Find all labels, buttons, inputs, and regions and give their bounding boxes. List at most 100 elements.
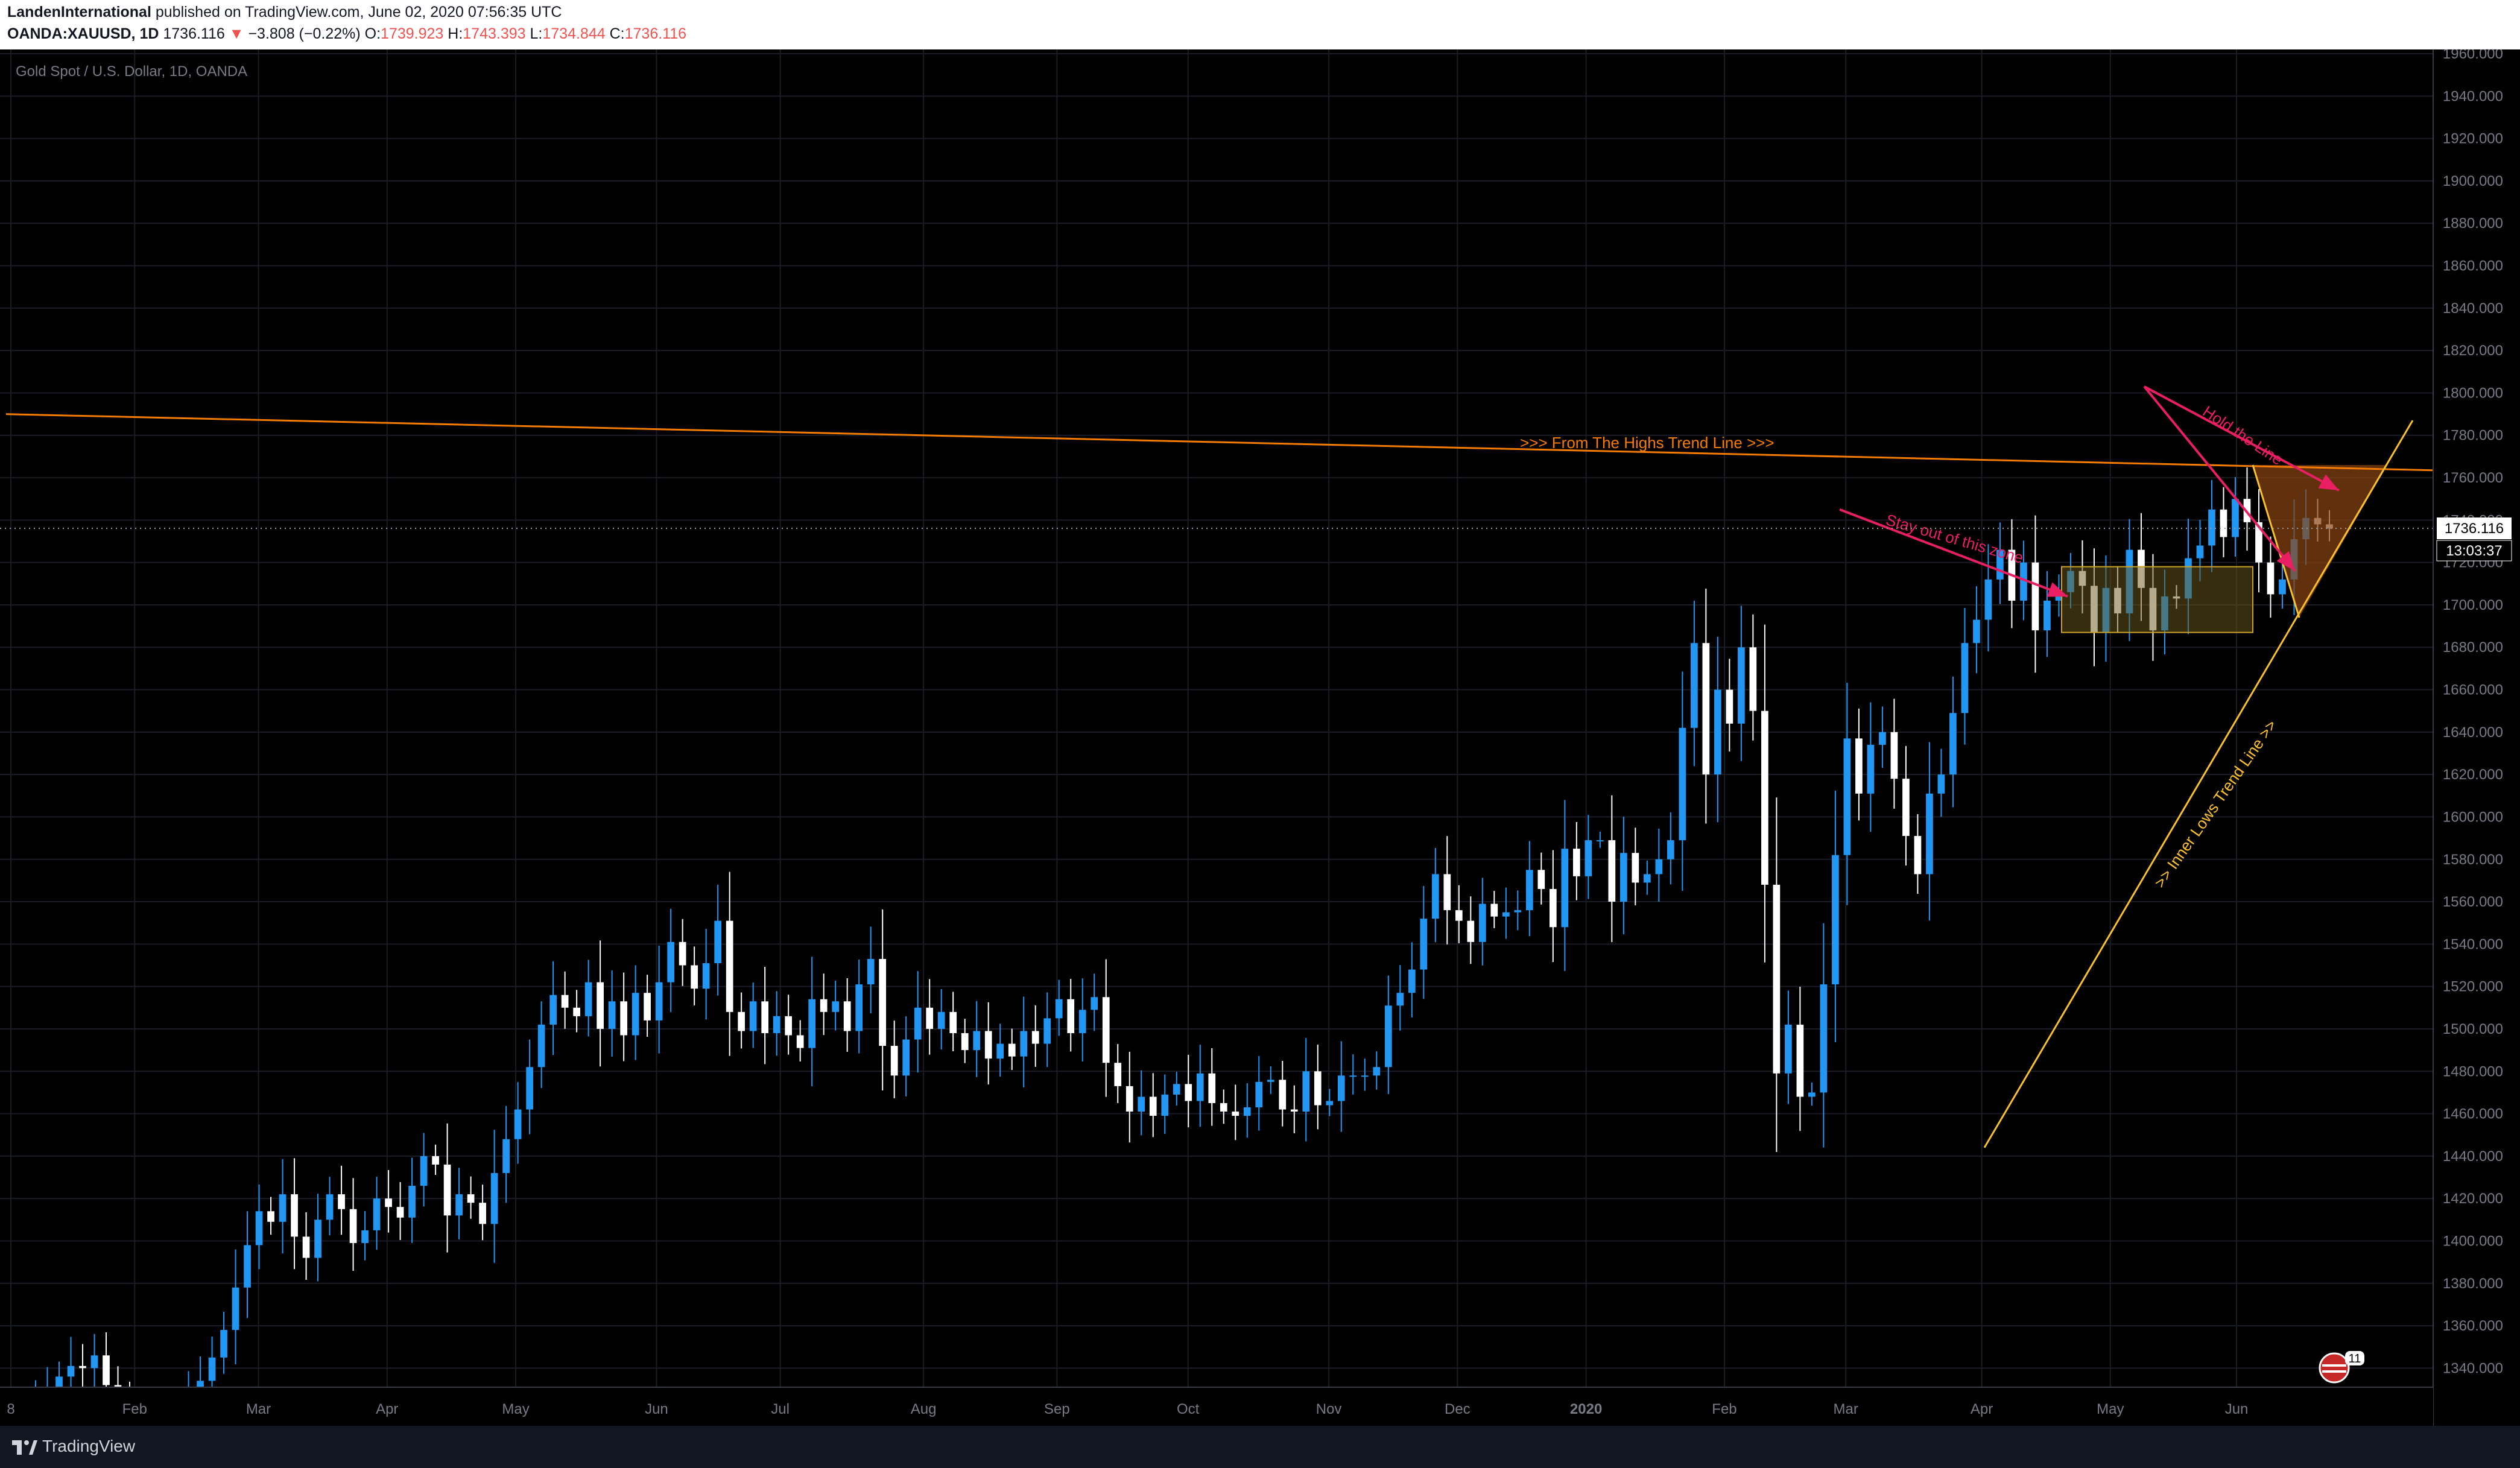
candle-body[interactable] <box>1855 738 1863 794</box>
candle-body[interactable] <box>937 1011 945 1029</box>
candle-body[interactable] <box>279 1194 287 1222</box>
candle-body[interactable] <box>1232 1112 1239 1116</box>
candle-body[interactable] <box>1879 732 1886 745</box>
candle-body[interactable] <box>537 1024 545 1068</box>
candle-body[interactable] <box>1808 1092 1816 1097</box>
candle-body[interactable] <box>1420 919 1428 970</box>
candle-body[interactable] <box>597 982 604 1029</box>
candle-body[interactable] <box>232 1287 239 1330</box>
candle-body[interactable] <box>1326 1101 1334 1106</box>
candle-body[interactable] <box>2220 509 2227 537</box>
candle-body[interactable] <box>1138 1096 1145 1112</box>
candle-body[interactable] <box>973 1031 981 1051</box>
candle-body[interactable] <box>632 993 639 1036</box>
candle-body[interactable] <box>1243 1107 1251 1116</box>
footer-brand[interactable]: TradingView <box>42 1437 136 1455</box>
candle-body[interactable] <box>2196 545 2204 558</box>
candle-body[interactable] <box>926 1007 934 1029</box>
candle-body[interactable] <box>1937 774 1945 794</box>
candle-body[interactable] <box>1031 1031 1039 1044</box>
candle-body[interactable] <box>914 1007 922 1040</box>
candle-body[interactable] <box>1502 912 1510 917</box>
candle-body[interactable] <box>573 1007 580 1016</box>
candle-body[interactable] <box>749 1001 757 1031</box>
candle-body[interactable] <box>1349 1075 1357 1077</box>
candle-body[interactable] <box>2279 579 2286 595</box>
candle-body[interactable] <box>291 1194 298 1237</box>
candle-body[interactable] <box>244 1245 251 1288</box>
candle-body[interactable] <box>1114 1063 1122 1086</box>
candle-body[interactable] <box>1820 984 1828 1093</box>
candle-body[interactable] <box>1667 840 1674 859</box>
candle-body[interactable] <box>514 1109 522 1139</box>
candle-body[interactable] <box>1984 579 1992 620</box>
candle-body[interactable] <box>1867 744 1875 794</box>
candle-body[interactable] <box>420 1156 428 1186</box>
candle-body[interactable] <box>1608 840 1616 902</box>
candle-body[interactable] <box>1196 1073 1204 1101</box>
candle-body[interactable] <box>785 1016 793 1036</box>
candle-body[interactable] <box>79 1365 86 1368</box>
candle-body[interactable] <box>1220 1103 1227 1112</box>
candle-body[interactable] <box>2020 562 2027 601</box>
candle-body[interactable] <box>526 1067 533 1110</box>
candle-body[interactable] <box>1408 969 1416 993</box>
wedge-left-edge[interactable] <box>2252 464 2300 618</box>
candle-body[interactable] <box>1890 732 1898 779</box>
candle-body[interactable] <box>1761 710 1768 885</box>
stay-out-arrow[interactable] <box>1839 508 2068 598</box>
candle-body[interactable] <box>2267 562 2275 595</box>
candle-body[interactable] <box>1443 874 1451 911</box>
candle-body[interactable] <box>843 1001 851 1031</box>
candle-body[interactable] <box>255 1211 263 1245</box>
candle-body[interactable] <box>1702 643 1710 775</box>
candle-body[interactable] <box>1691 643 1698 728</box>
drawings-layer[interactable]: >>> From The Highs Trend Line >>> >> Inn… <box>5 385 2434 1148</box>
candle-body[interactable] <box>338 1194 345 1209</box>
candle-series[interactable] <box>8 467 2333 1426</box>
candle-body[interactable] <box>314 1220 321 1258</box>
candle-body[interactable] <box>1572 849 1580 876</box>
candle-body[interactable] <box>1255 1081 1263 1108</box>
candle-body[interactable] <box>385 1198 392 1207</box>
candle-body[interactable] <box>467 1194 475 1203</box>
candle-body[interactable] <box>1455 910 1463 921</box>
candle-body[interactable] <box>90 1355 98 1368</box>
candle-body[interactable] <box>702 963 710 989</box>
candle-body[interactable] <box>502 1139 510 1173</box>
candle-body[interactable] <box>620 1001 627 1036</box>
candle-body[interactable] <box>1290 1109 1298 1112</box>
candle-body[interactable] <box>1008 1043 1016 1057</box>
candle-body[interactable] <box>1279 1080 1287 1110</box>
candle-body[interactable] <box>349 1209 357 1243</box>
candlestick-chart[interactable]: >>> From The Highs Trend Line >>> >> Inn… <box>0 49 2520 1426</box>
candle-body[interactable] <box>761 1001 769 1033</box>
candle-body[interactable] <box>267 1211 274 1222</box>
candle-body[interactable] <box>1361 1075 1369 1077</box>
candle-body[interactable] <box>490 1172 498 1224</box>
candle-body[interactable] <box>820 999 828 1012</box>
candle-body[interactable] <box>432 1156 439 1165</box>
candle-body[interactable] <box>1125 1086 1133 1112</box>
candle-body[interactable] <box>1185 1084 1192 1101</box>
candle-body[interactable] <box>2031 562 2039 631</box>
candle-body[interactable] <box>326 1194 334 1220</box>
candle-body[interactable] <box>1843 738 1851 855</box>
candle-body[interactable] <box>1738 647 1745 724</box>
candle-body[interactable] <box>1714 689 1721 775</box>
candle-body[interactable] <box>808 999 816 1048</box>
candle-body[interactable] <box>561 995 569 1008</box>
candle-body[interactable] <box>408 1186 416 1218</box>
candle-body[interactable] <box>443 1164 451 1216</box>
tradingview-logo-icon[interactable] <box>11 1437 37 1457</box>
candle-body[interactable] <box>1679 727 1686 841</box>
candle-body[interactable] <box>714 920 722 963</box>
candle-body[interactable] <box>867 958 875 985</box>
candle-body[interactable] <box>608 1001 616 1029</box>
lows-trend-label[interactable]: >> Inner Lows Trend Line >> <box>2150 717 2280 891</box>
candle-body[interactable] <box>2255 522 2262 563</box>
candle-body[interactable] <box>302 1236 310 1258</box>
candle-body[interactable] <box>1149 1096 1157 1116</box>
candle-body[interactable] <box>1173 1084 1180 1095</box>
candle-body[interactable] <box>220 1330 227 1358</box>
